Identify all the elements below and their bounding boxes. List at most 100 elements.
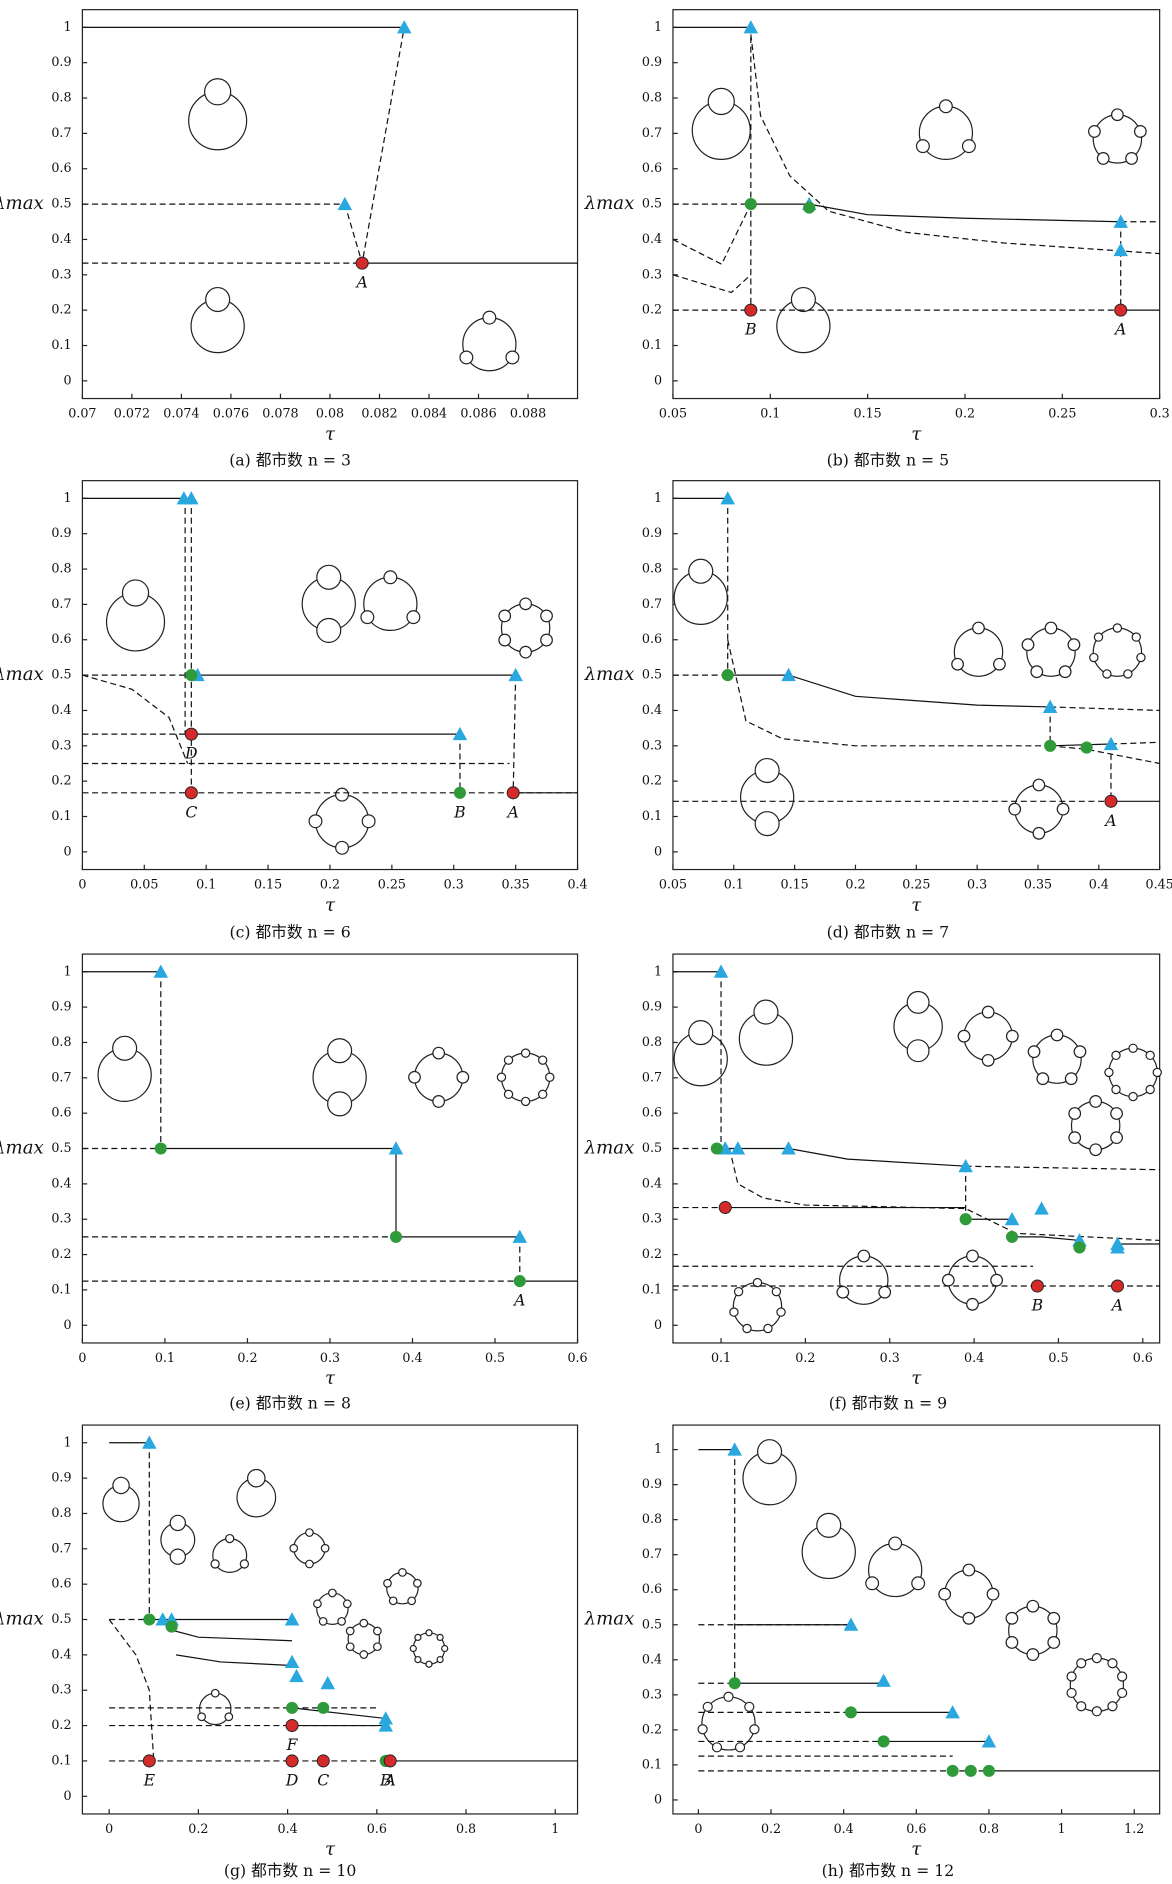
city-node [336,788,349,801]
city-node [973,622,985,634]
city-node [698,1725,707,1734]
city-node [457,1071,469,1083]
city-node [1027,1649,1039,1661]
x-axis-label: τ [911,1839,922,1860]
city-node [1048,1613,1060,1625]
circle-point [514,1275,526,1287]
city-node [1137,653,1145,661]
city-node [1068,639,1080,651]
city-node [198,1713,206,1721]
y-tick-label: 0.9 [51,54,71,69]
x-tick-label: 0.2 [320,877,340,892]
x-tick-label: 0.15 [781,877,809,892]
x-tick-label: 0.25 [902,877,930,892]
y-tick-label: 0.8 [642,561,662,576]
circle-point [878,1735,890,1747]
point-label: A [1113,320,1126,339]
x-tick-label: 0.05 [130,877,158,892]
caption: (a) 都市数 n = 3 [229,450,351,469]
circle-point [1081,742,1093,754]
city-node [314,1600,322,1608]
y-tick-label: 0.2 [642,1246,662,1261]
y-tick-label: 0 [654,843,662,858]
y-tick-label: 0.8 [51,1505,71,1520]
city-node [940,100,953,113]
city-node [1118,1688,1127,1697]
x-tick-label: 0.8 [979,1821,999,1836]
x-axis-label: τ [911,424,922,445]
x-axis-label: τ [325,1368,336,1389]
city-node [1006,1613,1018,1625]
circle-point [719,1202,731,1214]
x-tick-label: 0.086 [460,406,496,421]
x-tick-label: 0 [694,1821,702,1836]
city-node [708,88,734,114]
circle-point [960,1213,972,1225]
x-tick-label: 0.6 [1133,1350,1153,1365]
y-tick-label: 0.6 [51,1105,71,1120]
city-node [122,580,148,606]
y-tick-label: 0.6 [642,1105,662,1120]
city-node [1057,803,1069,815]
city-node [346,1643,354,1651]
city-node [730,1308,738,1316]
x-tick-label: 0.084 [411,406,447,421]
x-tick-label: 0.088 [510,406,546,421]
city-node [907,992,929,1014]
x-tick-label: 0.3 [880,1350,900,1365]
x-axis-label: τ [911,1368,922,1389]
city-node [743,1324,751,1332]
city-node [1048,1637,1060,1649]
y-tick-label: 0.2 [642,302,662,317]
city-node [374,1627,382,1635]
city-node [426,1661,432,1667]
city-node [360,1651,368,1659]
y-tick-label: 0 [63,372,71,387]
city-node [982,1006,994,1018]
circle-point [845,1706,857,1718]
city-node [497,1073,505,1081]
city-node [917,140,930,153]
city-node [329,1589,337,1597]
y-tick-label: 0.5 [642,1140,662,1155]
city-node [777,1308,785,1316]
caption: (f) 都市数 n = 9 [829,1394,947,1413]
y-axis-label: λmax [0,1609,44,1630]
y-tick-label: 0.9 [51,999,71,1014]
city-node [206,288,230,312]
y-tick-label: 0.5 [642,196,662,211]
y-tick-label: 0.5 [51,1140,71,1155]
y-tick-label: 0.6 [642,631,662,646]
y-tick-label: 0.9 [642,1476,662,1491]
city-node [754,1000,778,1024]
city-node [1069,1132,1081,1144]
x-tick-label: 0.5 [1048,1350,1068,1365]
city-node [703,1702,712,1711]
y-tick-label: 0.5 [51,1611,71,1626]
y-tick-label: 0.1 [51,1752,71,1767]
y-tick-label: 0.7 [642,1546,662,1561]
city-node [437,1634,443,1640]
city-node [745,1702,754,1711]
city-icon [1015,785,1063,833]
city-node [712,1743,721,1752]
x-tick-label: 0.2 [188,1821,208,1836]
y-axis-label: λmax [584,664,635,685]
x-tick-label: 0.4 [834,1821,854,1836]
city-node [1092,1654,1101,1663]
city-node [1028,1046,1040,1058]
city-node [321,1544,329,1552]
y-axis-label: λmax [584,1138,635,1159]
city-node [1074,1046,1086,1058]
city-node [442,1645,448,1651]
x-tick-label: 0.1 [711,1350,731,1365]
x-tick-label: 0.4 [964,1350,984,1365]
city-node [1077,1702,1086,1711]
y-tick-label: 0 [63,1317,71,1332]
city-node [1111,1132,1123,1144]
city-node [504,1090,512,1098]
circle-point [729,1677,741,1689]
city-node [539,1090,547,1098]
point-label: A [354,273,367,292]
y-tick-label: 0.1 [642,1281,662,1296]
